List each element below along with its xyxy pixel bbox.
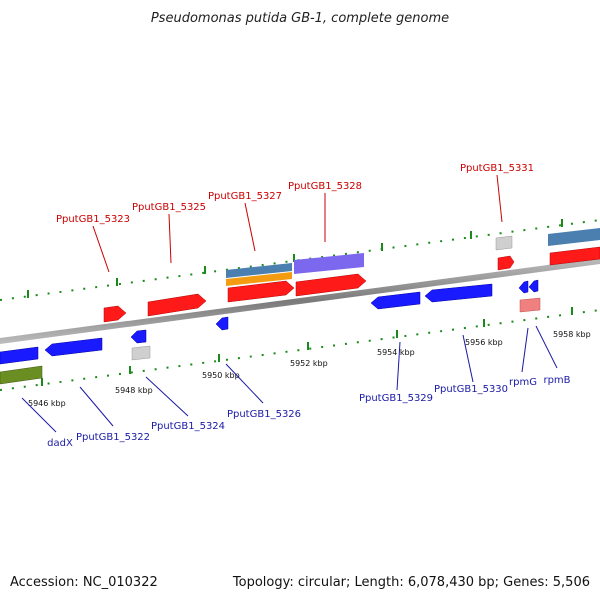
gene-feature[interactable] [0, 365, 43, 385]
gene-label-pputgb1-5326[interactable]: PputGB1_5326 [227, 409, 301, 420]
tick-label-5950: 5950 kbp [202, 371, 240, 380]
reverse-strand-genes [0, 279, 541, 385]
genome-summary-text: Topology: circular; Length: 6,078,430 bp… [232, 575, 590, 590]
gene-label-rpmb[interactable]: rpmB [543, 375, 570, 386]
gene-feature[interactable] [370, 291, 421, 310]
gene-feature[interactable] [131, 345, 151, 361]
gene-feature[interactable] [147, 293, 207, 317]
gene-label-pputgb1-5327[interactable]: PputGB1_5327 [208, 191, 282, 202]
gene-label-pputgb1-5323[interactable]: PputGB1_5323 [56, 214, 130, 225]
tick-label-5954: 5954 kbp [377, 348, 415, 357]
gene-feature[interactable] [226, 272, 292, 286]
leader-lines-top [92, 174, 503, 273]
gene-feature[interactable] [103, 305, 127, 323]
gene-label-pputgb1-5331[interactable]: PputGB1_5331 [460, 163, 534, 174]
major-ticks-lower [41, 307, 573, 386]
tick-label-5948: 5948 kbp [115, 386, 153, 395]
gene-label-dadx[interactable]: dadX [47, 438, 73, 449]
leader-lines-bottom [21, 325, 558, 433]
tick-label-5946: 5946 kbp [28, 399, 66, 408]
tick-track-upper [0, 219, 600, 301]
gene-feature[interactable] [548, 228, 600, 246]
gene-feature[interactable] [130, 329, 147, 344]
gene-label-pputgb1-5322[interactable]: PputGB1_5322 [76, 432, 150, 443]
tick-label-5952: 5952 kbp [290, 359, 328, 368]
gene-feature[interactable] [295, 273, 367, 297]
gene-label-pputgb1-5325[interactable]: PputGB1_5325 [132, 202, 206, 213]
forward-strand-genes [103, 228, 600, 323]
gene-feature[interactable] [528, 279, 539, 293]
gene-feature[interactable] [294, 253, 364, 274]
genome-backbone [0, 258, 600, 344]
accession-text: Accession: NC_010322 [10, 575, 158, 590]
gene-feature[interactable] [518, 280, 529, 294]
map-title: Pseudomonas putida GB-1, complete genome [151, 11, 449, 26]
gene-feature[interactable] [227, 280, 295, 303]
gene-label-pputgb1-5330[interactable]: PputGB1_5330 [434, 384, 508, 395]
gene-feature[interactable] [226, 263, 292, 278]
gene-label-pputgb1-5328[interactable]: PputGB1_5328 [288, 181, 362, 192]
gene-feature[interactable] [215, 316, 229, 331]
gene-feature[interactable] [0, 346, 39, 365]
gene-feature[interactable] [44, 337, 103, 357]
gene-label-rpmg[interactable]: rpmG [509, 377, 537, 388]
gene-feature[interactable] [519, 297, 541, 313]
gene-label-pputgb1-5324[interactable]: PputGB1_5324 [151, 421, 225, 432]
gene-feature[interactable] [495, 235, 513, 251]
gene-feature[interactable] [424, 283, 493, 303]
tick-label-5958: 5958 kbp [553, 330, 591, 339]
tick-label-5956: 5956 kbp [465, 338, 503, 347]
gene-label-pputgb1-5329[interactable]: PputGB1_5329 [359, 393, 433, 404]
gene-feature[interactable] [549, 246, 600, 266]
tick-track-lower [0, 309, 600, 391]
gene-feature[interactable] [497, 255, 515, 271]
